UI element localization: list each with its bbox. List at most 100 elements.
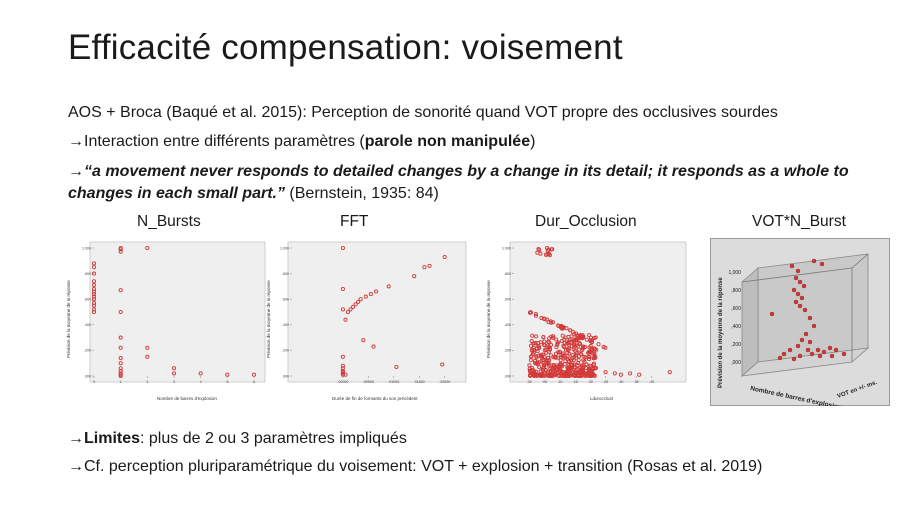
y-tick-label: .800 bbox=[504, 272, 511, 276]
data-point bbox=[591, 361, 596, 366]
data-point bbox=[340, 366, 345, 371]
data-point bbox=[118, 247, 123, 252]
data-point bbox=[533, 313, 539, 318]
data-point bbox=[118, 366, 123, 371]
data-point bbox=[145, 245, 150, 251]
data-point bbox=[171, 366, 177, 371]
data-point bbox=[118, 335, 123, 340]
data-point bbox=[91, 303, 97, 308]
data-point bbox=[118, 288, 123, 293]
data-point bbox=[574, 337, 580, 342]
data-point bbox=[586, 350, 591, 355]
data-point bbox=[528, 373, 533, 378]
data-point bbox=[118, 249, 123, 254]
data-point bbox=[548, 319, 553, 324]
x-tick-label: .05 bbox=[542, 380, 547, 384]
y-tick-label: 1.000 bbox=[502, 246, 511, 250]
data-point bbox=[591, 356, 596, 361]
y-axis-label: Prévision de la moyenne de la réponse bbox=[266, 280, 271, 358]
data-point bbox=[145, 354, 150, 359]
data-point bbox=[553, 355, 558, 360]
data-point bbox=[527, 363, 532, 368]
data-point bbox=[554, 337, 559, 342]
data-point bbox=[795, 343, 801, 349]
data-point bbox=[538, 340, 543, 345]
data-point bbox=[582, 359, 587, 364]
data-point bbox=[535, 349, 540, 354]
data-point bbox=[91, 289, 97, 294]
x-tick-label: .01000 bbox=[388, 380, 399, 384]
arrow-icon: → bbox=[68, 163, 84, 180]
interaction-bold: parole non manipulée bbox=[364, 133, 531, 150]
data-point bbox=[809, 351, 815, 357]
data-point bbox=[781, 351, 787, 357]
data-point bbox=[340, 245, 345, 251]
data-point bbox=[592, 346, 597, 351]
data-point bbox=[386, 284, 391, 289]
data-point bbox=[551, 365, 556, 370]
x-tick-label: 2 bbox=[146, 380, 148, 384]
data-point bbox=[539, 373, 544, 378]
data-point bbox=[580, 373, 585, 378]
data-point bbox=[566, 339, 571, 344]
data-point bbox=[583, 365, 589, 371]
data-point bbox=[91, 261, 97, 266]
data-point bbox=[534, 334, 539, 339]
x-tick-label: 5 bbox=[226, 380, 228, 384]
data-point bbox=[371, 344, 376, 349]
data-point bbox=[530, 367, 535, 373]
data-point bbox=[801, 283, 807, 289]
x-tick-label: .15 bbox=[573, 380, 578, 384]
data-point bbox=[533, 311, 538, 317]
data-point bbox=[118, 245, 123, 251]
x-tick-label: .00 bbox=[527, 380, 532, 384]
data-point bbox=[558, 358, 563, 363]
data-point bbox=[567, 351, 572, 356]
data-point bbox=[590, 347, 595, 352]
data-point bbox=[356, 299, 361, 304]
y-tick-label: .000 bbox=[282, 374, 289, 378]
quote-citation: (Bernstein, 1935: 84) bbox=[284, 185, 439, 202]
data-point bbox=[528, 343, 534, 348]
data-point bbox=[591, 366, 596, 371]
data-point bbox=[358, 297, 363, 302]
y-axis-label: Prévision de la moyenne de la réponse bbox=[486, 280, 491, 358]
y-tick-label: .400 bbox=[504, 323, 511, 327]
data-point bbox=[545, 361, 550, 366]
data-point bbox=[567, 346, 572, 351]
data-point bbox=[91, 283, 97, 288]
data-point bbox=[586, 357, 592, 362]
data-point bbox=[811, 258, 817, 264]
data-point bbox=[542, 343, 547, 348]
data-point bbox=[537, 247, 542, 252]
z-tick-label: ,400 bbox=[731, 324, 741, 330]
x-tick-label: 4 bbox=[200, 380, 202, 384]
data-point bbox=[787, 347, 793, 353]
x-tick-label: .20 bbox=[588, 380, 593, 384]
data-point bbox=[815, 347, 821, 353]
z-tick-label: ,200 bbox=[731, 342, 741, 348]
data-point bbox=[546, 251, 551, 256]
data-point bbox=[394, 364, 399, 370]
data-point bbox=[558, 366, 563, 371]
data-point bbox=[540, 356, 545, 361]
data-point bbox=[534, 355, 539, 360]
z-tick-label: ,600 bbox=[731, 306, 741, 312]
data-point bbox=[171, 371, 177, 376]
data-point bbox=[557, 349, 562, 354]
data-point bbox=[91, 279, 97, 284]
data-point bbox=[612, 371, 617, 376]
x-tick-label: .00500 bbox=[363, 380, 374, 384]
data-point bbox=[561, 370, 566, 375]
data-point bbox=[583, 355, 588, 360]
data-point bbox=[440, 362, 445, 367]
plot-title-fft: FFT bbox=[340, 213, 369, 230]
data-point bbox=[118, 371, 123, 376]
data-point bbox=[541, 358, 546, 363]
y-axis-label: Prévision de la moyenne de la réponse bbox=[66, 280, 71, 358]
x-tick-label: .40 bbox=[649, 380, 654, 384]
data-point bbox=[567, 337, 572, 342]
x-tick-label: 3 bbox=[173, 380, 175, 384]
data-point bbox=[596, 342, 601, 347]
data-point bbox=[791, 356, 797, 362]
